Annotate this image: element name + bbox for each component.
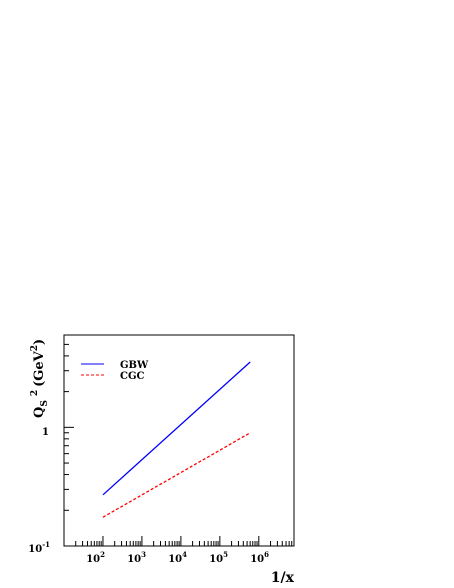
- y-tick-label-1: 1: [42, 427, 49, 438]
- legend-label-gbw: GBW: [120, 360, 149, 371]
- series-line-cgc: [102, 432, 251, 518]
- legend-label-cgc: CGC: [120, 371, 144, 382]
- plot-frame: [63, 334, 295, 547]
- minor-ticks: [64, 334, 295, 546]
- y-axis-title: QS2(GeV2): [30, 339, 50, 418]
- x-tick-label-0: 102: [86, 550, 105, 565]
- series-line-gbw: [102, 361, 251, 496]
- series-layer: [102, 361, 251, 518]
- x-tick-label-1: 103: [127, 550, 146, 565]
- x-axis-title: 1/x: [271, 570, 295, 586]
- legend: GBW CGC: [81, 360, 149, 382]
- x-tick-label-4: 106: [250, 550, 269, 565]
- x-tick-label-3: 105: [209, 550, 228, 565]
- x-tick-label-2: 104: [168, 550, 187, 565]
- y-tick-label-0: 10-1: [28, 540, 50, 555]
